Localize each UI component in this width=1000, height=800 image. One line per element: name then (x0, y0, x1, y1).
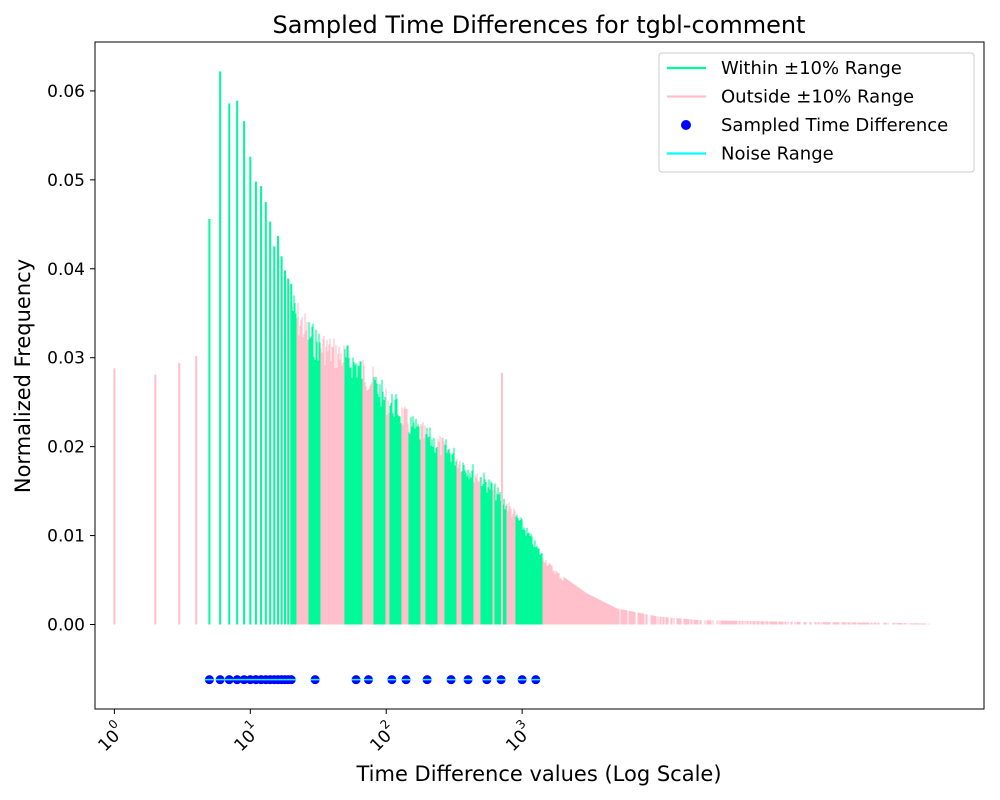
y-tick-label: 0.01 (47, 527, 85, 547)
x-tick-label: 102 (362, 716, 401, 755)
y-tick-label: 0.00 (47, 616, 85, 636)
x-tick-label: 100 (90, 716, 129, 755)
legend-noise-label: Noise Range (721, 144, 834, 165)
svg-text:102: 102 (362, 716, 401, 755)
y-axis-label: Normalized Frequency (11, 259, 35, 493)
y-tick-label: 0.02 (47, 438, 85, 458)
chart-title: Sampled Time Differences for tgbl-commen… (273, 11, 806, 39)
x-tick-label: 103 (498, 716, 537, 755)
legend: Within ±10% Range Outside ±10% Range Sampl… (658, 52, 975, 173)
x-axis-label: Time Difference values (Log Scale) (355, 762, 721, 786)
y-tick-label: 0.05 (47, 171, 85, 191)
svg-text:101: 101 (226, 716, 265, 755)
y-tick-label: 0.04 (47, 260, 85, 280)
y-axis: 0.00 0.01 0.02 0.03 0.04 0.05 0.06 (47, 82, 95, 636)
legend-within-label: Within ±10% Range (721, 58, 902, 79)
y-tick-label: 0.03 (47, 349, 85, 369)
svg-text:103: 103 (498, 716, 537, 755)
sampled-points-layer (204, 675, 541, 685)
bars-layer (113, 71, 930, 625)
plot-area-frame (94, 41, 985, 710)
legend-box (658, 52, 975, 173)
legend-sampled-swatch (681, 120, 691, 130)
svg-text:100: 100 (90, 716, 129, 755)
y-tick-label: 0.06 (47, 82, 85, 102)
legend-sampled-label: Sampled Time Difference (721, 115, 948, 136)
legend-outside-label: Outside ±10% Range (721, 87, 914, 108)
x-axis: 100 101 102 103 (90, 709, 537, 756)
x-tick-label: 101 (226, 716, 265, 755)
